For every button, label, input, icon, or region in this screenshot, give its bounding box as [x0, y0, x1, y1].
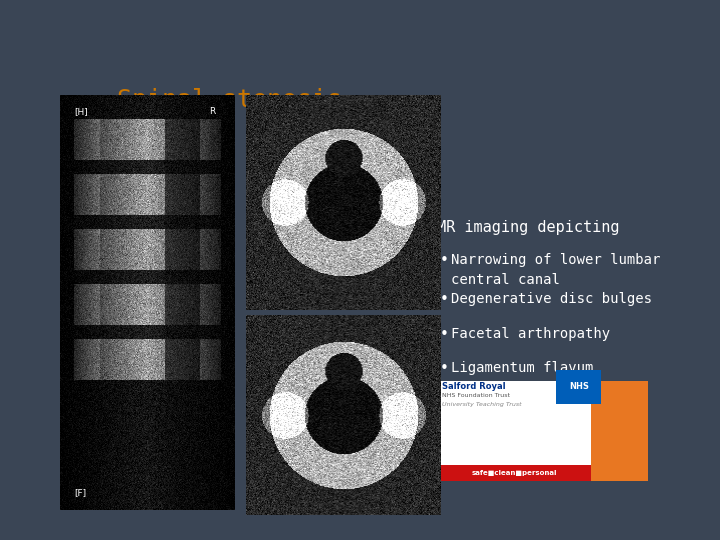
- Text: University Teaching Trust: University Teaching Trust: [442, 402, 521, 407]
- Text: •: •: [439, 292, 449, 307]
- Text: Degenerative disc bulges: Degenerative disc bulges: [451, 292, 652, 306]
- Text: NHS Foundation Trust: NHS Foundation Trust: [442, 393, 510, 398]
- Bar: [438, 381, 590, 481]
- Text: Facetal arthropathy: Facetal arthropathy: [451, 327, 611, 341]
- Text: Narrowing of lower lumbar
central canal: Narrowing of lower lumbar central canal: [451, 253, 660, 287]
- Text: •: •: [439, 327, 449, 342]
- Text: Ligamentum flavum
thickening (arrow): Ligamentum flavum thickening (arrow): [451, 361, 602, 395]
- Text: •: •: [439, 361, 449, 376]
- Text: MR imaging depicting: MR imaging depicting: [437, 220, 620, 235]
- Text: [F]: [F]: [74, 489, 86, 497]
- Text: safe■clean■personal: safe■clean■personal: [472, 470, 557, 476]
- Text: Salford Royal: Salford Royal: [442, 382, 505, 392]
- Text: •: •: [439, 253, 449, 268]
- Text: R: R: [209, 107, 215, 117]
- Text: [H]: [H]: [74, 107, 88, 117]
- Bar: [438, 465, 590, 481]
- Bar: [590, 381, 648, 481]
- Text: Spinal stenosis: Spinal stenosis: [117, 88, 342, 112]
- Text: NHS: NHS: [569, 382, 589, 392]
